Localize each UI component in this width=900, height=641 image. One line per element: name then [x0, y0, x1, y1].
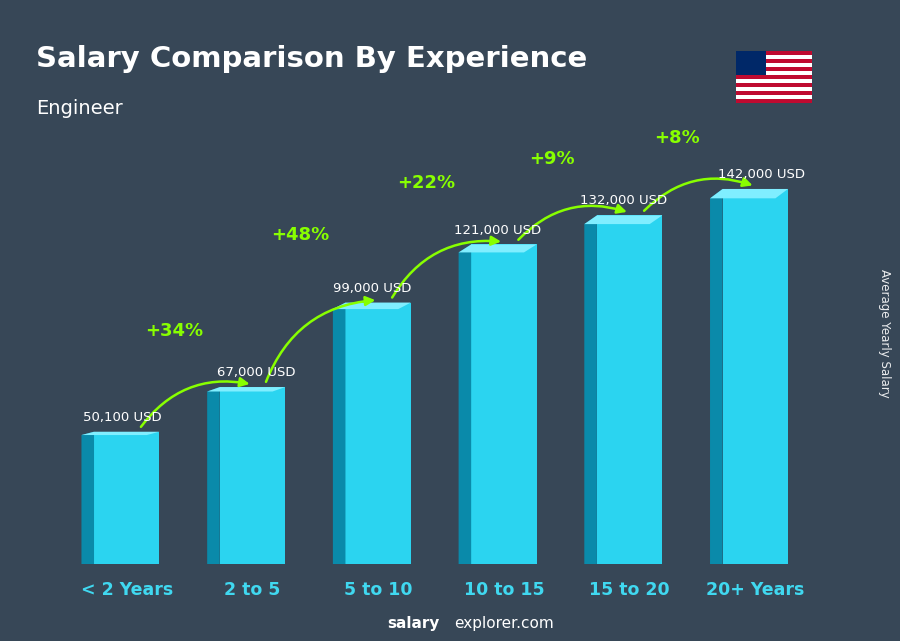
Polygon shape	[710, 189, 788, 198]
Text: +8%: +8%	[654, 129, 700, 147]
Text: Engineer: Engineer	[36, 99, 122, 119]
Text: explorer.com: explorer.com	[454, 617, 554, 631]
Bar	[735, 51, 813, 55]
Bar	[735, 75, 813, 79]
Bar	[735, 87, 813, 91]
Polygon shape	[207, 387, 220, 564]
Polygon shape	[82, 432, 159, 435]
Polygon shape	[584, 215, 662, 224]
Text: 99,000 USD: 99,000 USD	[333, 281, 411, 295]
Bar	[735, 55, 813, 59]
Bar	[735, 83, 813, 87]
Text: +9%: +9%	[529, 150, 574, 168]
Text: 121,000 USD: 121,000 USD	[454, 224, 541, 237]
Polygon shape	[333, 303, 410, 309]
Polygon shape	[82, 432, 94, 564]
Polygon shape	[333, 303, 346, 564]
Bar	[735, 79, 813, 83]
Bar	[597, 215, 662, 564]
Text: Average Yearly Salary: Average Yearly Salary	[878, 269, 890, 397]
Polygon shape	[584, 215, 597, 564]
Text: Salary Comparison By Experience: Salary Comparison By Experience	[36, 45, 587, 73]
Text: +22%: +22%	[397, 174, 455, 192]
Polygon shape	[207, 387, 285, 392]
Bar	[735, 95, 813, 99]
Bar	[735, 63, 813, 67]
Text: 132,000 USD: 132,000 USD	[580, 194, 667, 208]
Bar	[735, 51, 766, 75]
Polygon shape	[710, 189, 723, 564]
Bar	[735, 59, 813, 63]
Bar	[735, 91, 813, 95]
Bar	[723, 189, 788, 564]
Bar	[735, 71, 813, 75]
Polygon shape	[459, 244, 536, 253]
Text: 67,000 USD: 67,000 USD	[217, 366, 296, 379]
Bar	[735, 99, 813, 103]
Text: +48%: +48%	[271, 226, 329, 244]
Bar	[220, 387, 285, 564]
Text: +34%: +34%	[146, 322, 203, 340]
Bar	[94, 432, 159, 564]
Bar	[735, 67, 813, 71]
Text: 50,100 USD: 50,100 USD	[83, 411, 161, 424]
Polygon shape	[459, 244, 472, 564]
Bar	[472, 244, 536, 564]
Text: 142,000 USD: 142,000 USD	[718, 168, 806, 181]
Bar	[346, 303, 410, 564]
Text: salary: salary	[387, 617, 439, 631]
